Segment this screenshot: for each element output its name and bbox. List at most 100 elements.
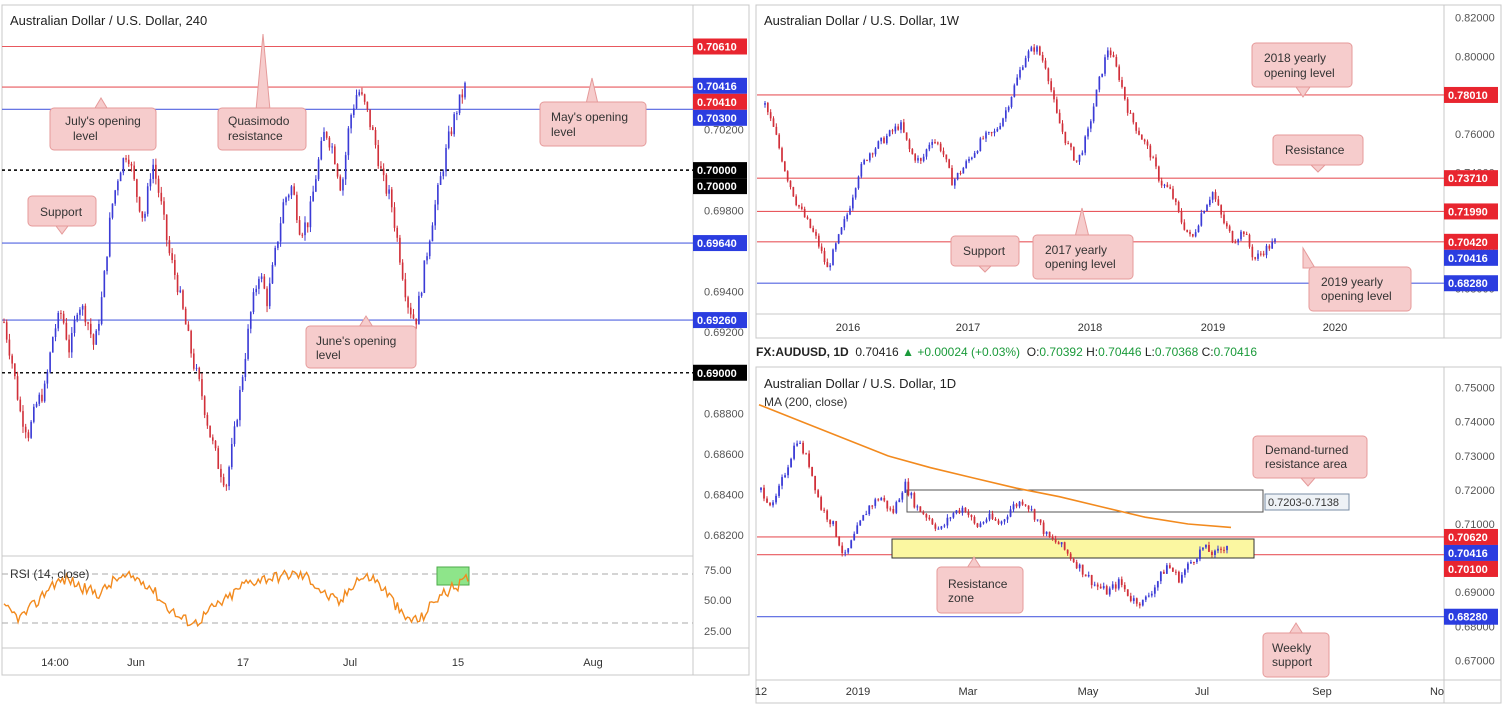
candle (8, 333, 11, 360)
price-tag (693, 93, 747, 110)
price-tag-label: 0.70416 (697, 81, 737, 93)
candle (87, 321, 89, 331)
x-tick-label: Jul (343, 657, 357, 669)
candle (1118, 64, 1121, 82)
candle (798, 204, 800, 209)
candle (934, 139, 936, 144)
candle (970, 514, 973, 521)
svg-text:zone: zone (948, 591, 974, 605)
y-tick-label: 0.76000 (1455, 129, 1495, 141)
candle (1081, 150, 1084, 156)
candle (1112, 51, 1115, 58)
candle (456, 111, 458, 121)
candle (891, 128, 894, 135)
candle (1055, 96, 1058, 114)
candle (1066, 549, 1069, 556)
h4-chart[interactable]: Australian Dollar / U.S. Dollar, 240 0.7… (0, 0, 752, 680)
candle (1138, 127, 1140, 136)
candle (874, 147, 877, 157)
candle (908, 138, 911, 153)
candle (84, 303, 87, 327)
candle (209, 425, 211, 438)
candle (279, 216, 282, 247)
candle (19, 396, 22, 413)
y-tick-label: 0.68200 (704, 530, 744, 542)
candle (985, 517, 988, 524)
d1-chart[interactable]: Australian Dollar / U.S. Dollar, 1D MA (… (755, 366, 1503, 706)
candle (790, 457, 792, 468)
candle (949, 516, 952, 522)
w1-chart[interactable]: Australian Dollar / U.S. Dollar, 1W 0.82… (755, 0, 1503, 342)
candle (775, 123, 778, 136)
candle (1163, 183, 1166, 189)
x-tick-label: 2016 (836, 322, 860, 334)
candle (1030, 45, 1033, 52)
candle (404, 272, 407, 302)
candle (843, 216, 846, 231)
candle (1084, 574, 1087, 577)
svg-text:Quasimodo: Quasimodo (228, 114, 290, 128)
candle (1191, 233, 1194, 238)
candle (306, 222, 309, 233)
candle (325, 131, 328, 140)
candle (1217, 195, 1220, 206)
y-tick-label: 0.71000 (1455, 519, 1495, 531)
candle (1208, 196, 1211, 207)
y-tick-label: 0.69200 (704, 327, 744, 339)
candle (225, 483, 228, 491)
candle (1160, 177, 1163, 188)
zone-range-label: 0.7203-0.7138 (1264, 493, 1350, 511)
candle (369, 109, 371, 131)
candle (925, 148, 928, 160)
candle (160, 186, 163, 205)
candle (1208, 541, 1210, 552)
candle (1135, 122, 1138, 134)
candle (937, 526, 940, 530)
candle (1177, 570, 1180, 584)
candle (426, 252, 428, 265)
candle (769, 109, 772, 122)
candle (952, 511, 955, 519)
x-tick-label: 2019 (846, 686, 870, 698)
price-tag-label: 0.70416 (1448, 253, 1488, 265)
price-tag-label: 0.71990 (1448, 206, 1488, 218)
d1-annotation-resistance-zone: Resistance zone (936, 556, 1024, 614)
candle (1162, 569, 1165, 574)
candle (380, 161, 382, 169)
candle (211, 434, 214, 445)
candle (1271, 238, 1274, 249)
candle (336, 163, 339, 179)
candle (763, 484, 765, 502)
candle (1078, 563, 1081, 572)
candle (1072, 557, 1075, 563)
x-tick-label: 2019 (1201, 322, 1225, 334)
candle (420, 291, 423, 298)
candle (907, 478, 910, 497)
candle (138, 196, 141, 213)
candle (89, 318, 92, 339)
y-tick-label: 0.69400 (704, 287, 744, 299)
candle (1180, 208, 1183, 225)
candle (361, 87, 363, 96)
candle (266, 286, 268, 313)
candle (431, 222, 434, 242)
rsi-label: RSI (14, close) (10, 567, 89, 581)
candle (1174, 198, 1177, 206)
candle (1070, 142, 1072, 151)
candle (347, 126, 350, 160)
candle (1069, 551, 1072, 561)
candle (928, 142, 931, 152)
candle (888, 129, 891, 137)
candle (1194, 229, 1197, 238)
candle (844, 549, 847, 557)
candle (805, 452, 807, 455)
y-tick-label: 0.68400 (704, 489, 744, 501)
candle (125, 155, 127, 163)
candle (868, 505, 871, 516)
candle (396, 225, 399, 242)
candle (851, 194, 854, 211)
candle (228, 465, 230, 491)
price-tag-label: 0.70410 (697, 97, 737, 109)
candle (802, 440, 804, 455)
candle (1226, 545, 1228, 554)
